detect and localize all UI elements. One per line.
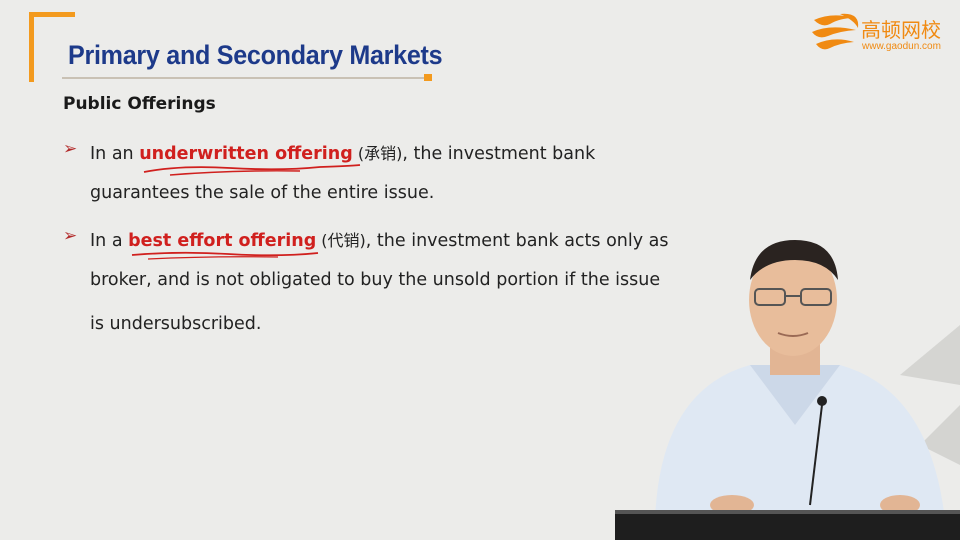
bullet-2-prefix: In a xyxy=(90,231,129,251)
bullet-1-cn: (承销) xyxy=(352,144,403,163)
bullet-2-line-2: broker, and is not obligated to buy the … xyxy=(90,270,661,290)
bullet-arrow-icon: ➢ xyxy=(63,139,78,159)
bullet-2-cn: (代销) xyxy=(316,231,366,250)
bullet-2-rest: , the investment bank acts only as xyxy=(365,231,669,251)
bullet-1-term: underwritten offering xyxy=(139,144,353,164)
title-underline-marker xyxy=(424,74,432,81)
bullet-2-line-3: is undersubscribed. xyxy=(90,314,262,334)
title-underline xyxy=(62,77,428,79)
bullet-1-rest: , the investment bank xyxy=(402,144,596,164)
bullet-2-term: best effort offering xyxy=(128,231,317,251)
logo-url: www.gaodun.com xyxy=(862,41,941,52)
bullet-arrow-icon: ➢ xyxy=(63,226,78,246)
title-bracket-vertical xyxy=(29,12,34,82)
section-subheading: Public Offerings xyxy=(63,94,216,114)
presenter-video xyxy=(615,240,960,540)
title-bracket-top xyxy=(29,12,75,17)
logo-name: 高顿网校 xyxy=(861,18,941,42)
bullet-1-line-1: In an underwritten offering (承销), the in… xyxy=(90,140,595,164)
handwritten-underline-2 xyxy=(131,251,319,260)
bullet-1-line-2: guarantees the sale of the entire issue. xyxy=(90,183,435,203)
handwritten-underline-1 xyxy=(143,164,361,176)
bullet-2-line-1: In a best effort offering (代销), the inve… xyxy=(90,227,669,251)
gaodun-logo-icon xyxy=(812,13,859,50)
bullet-1-prefix: In an xyxy=(90,144,140,164)
slide-title: Primary and Secondary Markets xyxy=(68,40,443,70)
